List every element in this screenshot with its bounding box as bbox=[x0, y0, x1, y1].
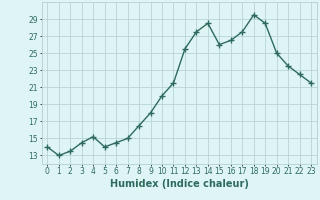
X-axis label: Humidex (Indice chaleur): Humidex (Indice chaleur) bbox=[110, 179, 249, 189]
